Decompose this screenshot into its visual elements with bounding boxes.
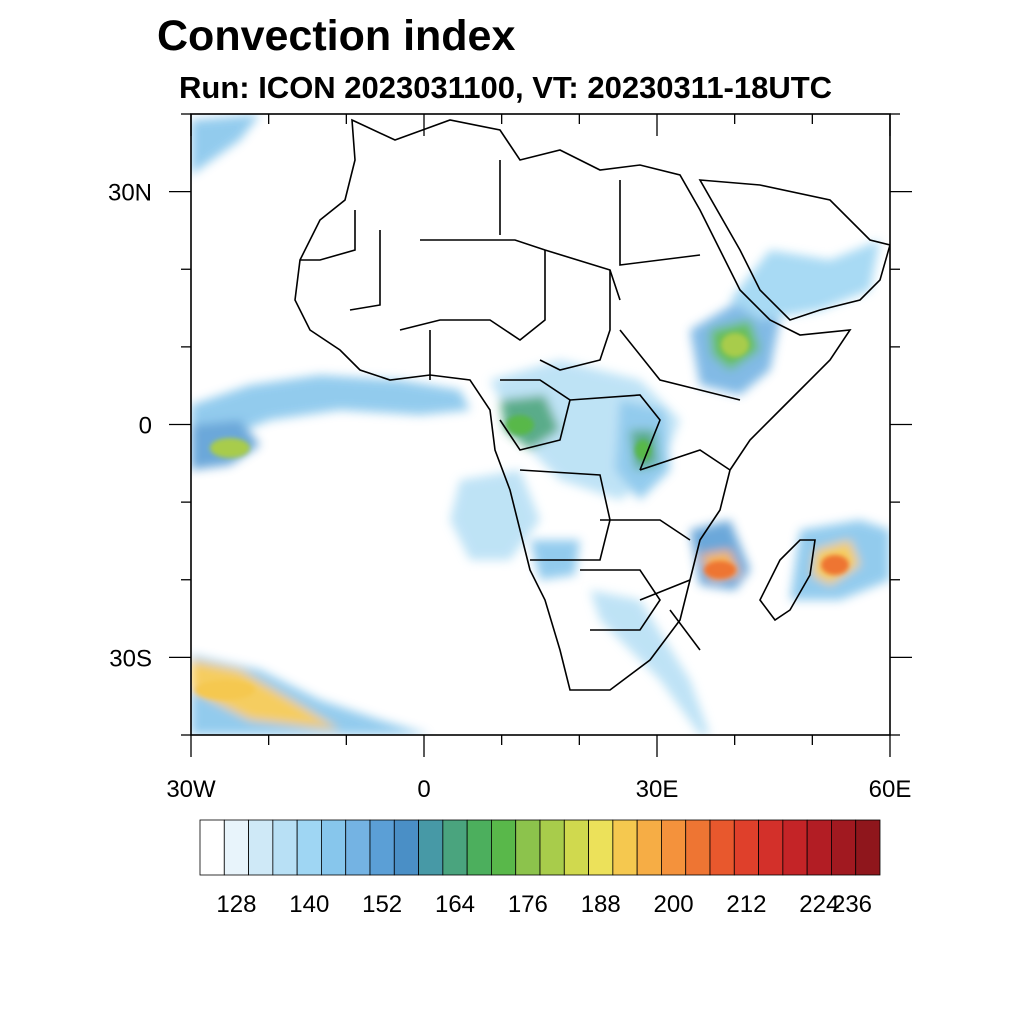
- lon-label: 30E: [636, 776, 679, 803]
- colorbar-swatch: [539, 819, 565, 876]
- colorbar-label: 212: [726, 891, 766, 918]
- colorbar-swatch: [345, 819, 371, 876]
- map-subtitle: Run: ICON 2023031100, VT: 20230311-18UTC: [179, 70, 833, 105]
- colorbar-swatch: [223, 819, 249, 876]
- colorbar-swatch: [248, 819, 274, 876]
- colorbar-swatch: [515, 819, 541, 876]
- lon-label: 0: [417, 776, 430, 803]
- colorbar-swatch: [685, 819, 711, 876]
- colorbar-label: 224: [799, 891, 839, 918]
- colorbar-swatch: [709, 819, 735, 876]
- colorbar-swatch: [393, 819, 419, 876]
- colorbar-label: 200: [654, 891, 694, 918]
- colorbar-swatch: [442, 819, 468, 876]
- colorbar-swatch: [563, 819, 589, 876]
- colorbar-label: 164: [435, 891, 475, 918]
- colorbar-swatch: [782, 819, 808, 876]
- colorbar-swatch: [758, 819, 784, 876]
- lat-label: 30S: [109, 645, 152, 672]
- coastlines: [294, 118, 890, 691]
- colorbar-label: 152: [362, 891, 402, 918]
- colorbar-swatch: [855, 819, 881, 876]
- colorbar-label: 236: [832, 891, 872, 918]
- lat-label: 30N: [108, 180, 152, 207]
- colorbar-swatch: [296, 819, 322, 876]
- colorbar-swatch: [588, 819, 614, 876]
- colorbar-swatch: [418, 819, 444, 876]
- axis-ticks: 30W 0 30E 60E 30N 0 30S: [108, 113, 912, 803]
- colorbar-swatch: [636, 819, 662, 876]
- colorbar-swatch: [321, 819, 347, 876]
- map-title: Convection index: [157, 12, 516, 60]
- colorbar-swatch: [831, 819, 857, 876]
- lon-label: 30W: [166, 776, 216, 803]
- colorbar-swatch: [466, 819, 492, 876]
- colorbar-swatch: [806, 819, 832, 876]
- colorbar-label: 176: [508, 891, 548, 918]
- colorbar-swatch: [733, 819, 759, 876]
- colorbar-swatch: [491, 819, 517, 876]
- lat-label: 0: [139, 413, 152, 440]
- lon-label: 60E: [869, 776, 912, 803]
- convection-field: [191, 114, 890, 735]
- colorbar-swatch: [612, 819, 638, 876]
- colorbar-swatch: [199, 819, 225, 876]
- colorbar-label: 128: [216, 891, 256, 918]
- colorbar-swatch: [272, 819, 298, 876]
- colorbar-label: 188: [581, 891, 621, 918]
- colorbar-swatch: [369, 819, 395, 876]
- colorbar-swatch: [661, 819, 687, 876]
- colorbar-label: 140: [289, 891, 329, 918]
